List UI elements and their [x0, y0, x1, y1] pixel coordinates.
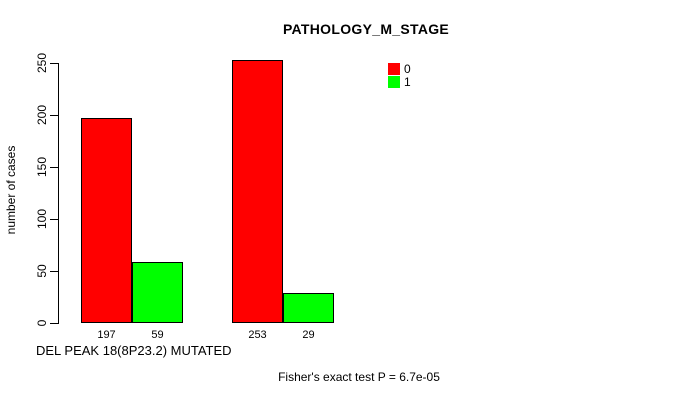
- y-axis-tick: [50, 323, 58, 324]
- legend-label-1: 1: [404, 75, 411, 89]
- bar-value-label: 197: [97, 329, 116, 341]
- y-axis-tick: [50, 219, 58, 220]
- y-axis-tick: [50, 167, 58, 168]
- y-axis-tick: [50, 63, 58, 64]
- y-tick-label: 150: [35, 156, 49, 178]
- chart-title: PATHOLOGY_M_STAGE: [282, 21, 450, 37]
- y-axis-tick: [50, 271, 58, 272]
- bar-series-1-group-2: [283, 292, 334, 323]
- y-axis-line: [58, 63, 59, 324]
- legend: 0 1: [388, 63, 411, 88]
- bar-series-0-group-2: [232, 59, 283, 323]
- legend-label-0: 0: [404, 62, 411, 76]
- legend-swatch-green: [388, 76, 400, 88]
- y-tick-label: 100: [35, 208, 49, 230]
- y-tick-label: 50: [35, 264, 49, 278]
- legend-item-0: 0: [388, 63, 411, 75]
- y-axis-tick: [50, 115, 58, 116]
- fisher-test-annotation: Fisher's exact test P = 6.7e-05: [278, 370, 440, 384]
- bar-series-1-group-1: [132, 261, 183, 323]
- y-tick-label: 250: [35, 52, 49, 74]
- y-tick-label: 200: [35, 104, 49, 126]
- bar-value-label: 59: [151, 329, 164, 341]
- y-tick-label: 0: [35, 319, 49, 327]
- bar-series-0-group-1: [81, 118, 132, 323]
- legend-swatch-red: [388, 63, 400, 75]
- bar-value-label: 253: [248, 329, 267, 341]
- bar-value-label: 29: [302, 329, 315, 341]
- legend-item-1: 1: [388, 76, 411, 88]
- x-axis-caption: DEL PEAK 18(8P23.2) MUTATED: [36, 343, 232, 358]
